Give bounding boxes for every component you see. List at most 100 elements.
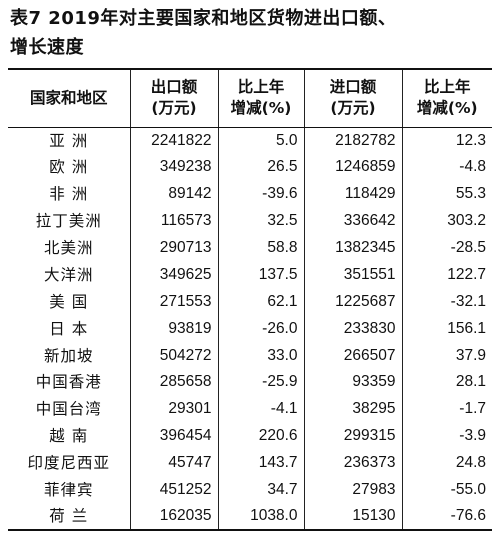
header-import: 进口额 (万元): [303, 68, 402, 128]
cell-import-growth: -28.5: [401, 234, 492, 262]
cell-export-growth: 137.5: [217, 261, 304, 289]
table-row: 非 洲 89142 -39.6 118429 55.3: [8, 180, 492, 208]
cell-region: 菲律宾: [43, 481, 94, 500]
cell-export-growth: 5.0: [217, 127, 304, 154]
cell-import: 2182782: [303, 127, 402, 154]
cell-import-growth: 156.1: [401, 315, 492, 343]
table-row: 新加坡 504272 33.0 266507 37.9: [8, 342, 492, 370]
header-export-growth-line-2: 增减(%): [230, 99, 292, 118]
cell-import: 1382345: [303, 234, 402, 262]
cell-region: 日 本: [49, 319, 89, 338]
cell-export: 45747: [129, 449, 218, 477]
table-row: 荷 兰 162035 1038.0 15130 -76.6: [8, 503, 492, 532]
table-title-line-2: 增长速度: [10, 37, 84, 58]
header-import-growth: 比上年 增减(%): [401, 68, 492, 128]
header-import-growth-line-1: 比上年: [423, 78, 471, 97]
table-row: 拉丁美洲 116573 32.5 336642 303.2: [8, 207, 492, 235]
cell-region: 大洋洲: [43, 265, 94, 284]
cell-region: 非 洲: [49, 185, 89, 204]
table-row: 亚 洲 2241822 5.0 2182782 12.3: [8, 127, 492, 154]
cell-import: 266507: [303, 342, 402, 370]
cell-import: 236373: [303, 449, 402, 477]
table-row: 欧 洲 349238 26.5 1246859 -4.8: [8, 153, 492, 181]
cell-import: 233830: [303, 315, 402, 343]
cell-export: 290713: [129, 234, 218, 262]
cell-export-growth: -25.9: [217, 369, 304, 396]
cell-region: 北美洲: [43, 239, 94, 257]
cell-import: 336642: [303, 207, 402, 235]
cell-export: 396454: [129, 422, 218, 450]
cell-import: 299315: [303, 422, 402, 450]
cell-export-growth: -4.1: [217, 395, 304, 423]
cell-export: 116573: [129, 207, 218, 235]
cell-region: 拉丁美洲: [35, 212, 102, 231]
cell-import-growth: 28.1: [401, 369, 492, 396]
cell-export: 89142: [129, 180, 218, 208]
cell-region: 新加坡: [43, 346, 94, 365]
cell-import-growth: -4.8: [401, 153, 492, 181]
cell-region: 荷 兰: [8, 503, 130, 532]
header-export-line-2: (万元): [151, 99, 197, 118]
cell-export: 2241822: [129, 127, 218, 154]
cell-export-growth: -26.0: [217, 315, 304, 343]
cell-export: 93819: [129, 315, 218, 343]
header-export-growth: 比上年 增减(%): [217, 68, 304, 128]
cell-import-growth: 303.2: [401, 207, 492, 235]
cell-region: 中国台湾: [35, 400, 102, 419]
cell-export-growth: 1038.0: [217, 503, 304, 532]
cell-import-growth: -76.6: [401, 503, 492, 532]
table-row: 北美洲 290713 58.8 1382345 -28.5: [8, 234, 492, 262]
header-row: 国家和地区 出口额 (万元) 比上年 增减(%) 进口额 (万元) 比上年 增减…: [8, 68, 492, 128]
cell-export-growth: 34.7: [217, 476, 304, 504]
cell-import-growth: 37.9: [401, 342, 492, 370]
table-row: 大洋洲 349625 137.5 351551 122.7: [8, 261, 492, 289]
cell-export: 162035: [129, 503, 218, 532]
table-row: 印度尼西亚 45747 143.7 236373 24.8: [8, 449, 492, 477]
header-export-growth-line-1: 比上年: [237, 78, 285, 97]
cell-import: 118429: [303, 180, 402, 208]
cell-export-growth: 26.5: [217, 153, 304, 181]
table-row: 越 南 396454 220.6 299315 -3.9: [8, 422, 492, 450]
cell-import-growth: -1.7: [401, 395, 492, 423]
cell-import: 1225687: [303, 288, 402, 316]
cell-import: 27983: [303, 476, 402, 504]
cell-export: 349238: [129, 153, 218, 181]
cell-region: 欧 洲: [49, 158, 89, 177]
cell-region: 美 国: [49, 292, 89, 311]
cell-region: 越 南: [49, 427, 89, 446]
header-import-line-1: 进口额: [329, 78, 377, 97]
table-title-line-1: 表7 2019年对主要国家和地区货物进出口额、: [10, 8, 397, 29]
table-body: 亚 洲 2241822 5.0 2182782 12.3 欧 洲 349238 …: [8, 127, 492, 532]
cell-export-growth: 143.7: [217, 449, 304, 477]
cell-export-growth: 33.0: [217, 342, 304, 370]
cell-import: 15130: [303, 503, 402, 532]
cell-region: 中国香港: [35, 373, 102, 392]
header-region: 国家和地区: [8, 68, 130, 128]
table-row: 菲律宾 451252 34.7 27983 -55.0: [8, 476, 492, 504]
cell-import-growth: 24.8: [401, 449, 492, 477]
trade-table-container: 国家和地区 出口额 (万元) 比上年 增减(%) 进口额 (万元) 比上年 增减…: [8, 68, 492, 532]
cell-export-growth: 62.1: [217, 288, 304, 316]
cell-import: 38295: [303, 395, 402, 423]
cell-export-growth: 32.5: [217, 207, 304, 235]
cell-region: 亚 洲: [49, 131, 89, 150]
cell-import-growth: -32.1: [401, 288, 492, 316]
table-row: 中国台湾 29301 -4.1 38295 -1.7: [8, 395, 492, 423]
table-row: 中国香港 285658 -25.9 93359 28.1: [8, 369, 492, 396]
cell-export: 285658: [129, 369, 218, 396]
cell-import-growth: 122.7: [401, 261, 492, 289]
header-region-label: 国家和地区: [29, 88, 108, 107]
cell-export-growth: 220.6: [217, 422, 304, 450]
header-import-growth-line-2: 增减(%): [416, 99, 478, 118]
table-row: 日 本 93819 -26.0 233830 156.1: [8, 315, 492, 343]
cell-export: 504272: [129, 342, 218, 370]
cell-import-growth: -55.0: [401, 476, 492, 504]
cell-export-growth: 58.8: [217, 234, 304, 262]
trade-table: 国家和地区 出口额 (万元) 比上年 增减(%) 进口额 (万元) 比上年 增减…: [8, 68, 492, 532]
cell-export-growth: -39.6: [217, 180, 304, 208]
cell-import: 351551: [303, 261, 402, 289]
cell-region: 印度尼西亚: [27, 454, 110, 473]
cell-export: 451252: [129, 476, 218, 504]
cell-import-growth: -3.9: [401, 422, 492, 450]
header-export-line-1: 出口额: [150, 78, 198, 97]
